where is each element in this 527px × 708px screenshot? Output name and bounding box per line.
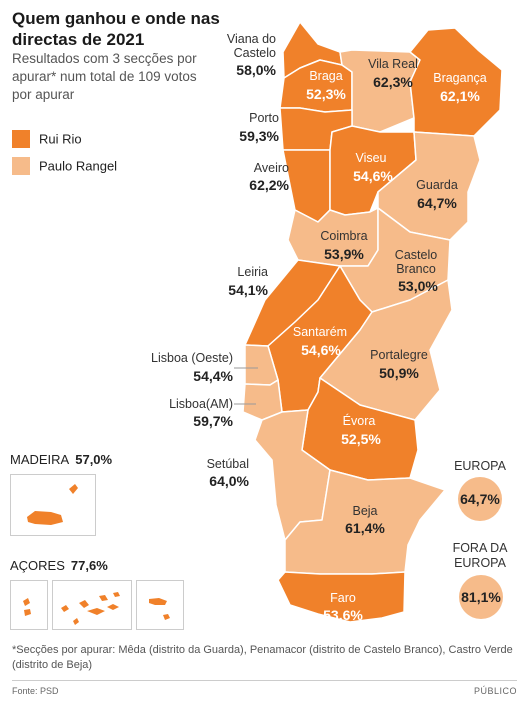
label-viseu-value: 54,6% xyxy=(353,168,393,184)
label-europa-value: 64,7% xyxy=(460,491,500,507)
legend-item-paulo-rangel: Paulo Rangel xyxy=(12,157,117,175)
madeira-value: 57,0% xyxy=(75,452,113,467)
label-guarda-value: 64,7% xyxy=(417,195,457,211)
label-vilareal-name: Vila Real xyxy=(368,57,418,71)
label-beja-value: 61,4% xyxy=(345,520,385,536)
label-setubal-value: 64,0% xyxy=(209,473,249,489)
label-fora-europa-value: 81,1% xyxy=(461,589,501,605)
acores-inset-central xyxy=(52,580,132,630)
label-leiria-name: Leiria xyxy=(237,265,268,279)
madeira-island-shape xyxy=(27,484,78,525)
label-europa-name: EUROPA xyxy=(454,459,507,473)
label-beja-name: Beja xyxy=(352,504,377,518)
district-portalegre xyxy=(319,279,453,421)
label-santarem-name: Santarém xyxy=(293,325,347,339)
label-castelobranco-value: 53,0% xyxy=(398,278,438,294)
legend-swatch-paulo-rangel xyxy=(12,157,30,175)
label-santarem-value: 54,6% xyxy=(301,342,341,358)
label-fora-europa-name-1: FORA DA xyxy=(453,541,509,555)
madeira-inset xyxy=(10,474,96,536)
acores-name: AÇORES xyxy=(10,558,65,573)
label-braganca-value: 62,1% xyxy=(440,88,480,104)
label-evora-value: 52,5% xyxy=(341,431,381,447)
acores-value: 77,6% xyxy=(70,558,108,573)
label-coimbra-value: 53,9% xyxy=(324,246,364,262)
district-faro xyxy=(277,571,406,623)
label-portalegre-name: Portalegre xyxy=(370,348,428,362)
acores-west-islands xyxy=(23,598,31,616)
label-faro-value: 53,6% xyxy=(323,607,363,623)
madeira-name: MADEIRA xyxy=(10,452,70,467)
acores-inset-west xyxy=(10,580,48,630)
legend-item-rui-rio: Rui Rio xyxy=(12,130,82,148)
label-lisboaoeste-value: 54,4% xyxy=(193,368,233,384)
madeira-title: MADEIRA 57,0% xyxy=(10,452,112,467)
label-porto-name: Porto xyxy=(249,111,279,125)
label-portalegre-value: 50,9% xyxy=(379,365,419,381)
legend-swatch-rui-rio xyxy=(12,130,30,148)
source-note: Fonte: PSD xyxy=(12,686,59,696)
acores-east-islands xyxy=(149,598,170,620)
map-subtitle: Resultados com 3 secções por apurar* num… xyxy=(12,51,197,102)
acores-title: AÇORES 77,6% xyxy=(10,558,108,573)
label-coimbra-name: Coimbra xyxy=(320,229,367,243)
label-evora-name: Évora xyxy=(343,413,376,428)
europa-circle xyxy=(458,477,502,521)
legend-label-rui-rio: Rui Rio xyxy=(39,131,82,147)
label-aveiro-value: 62,2% xyxy=(249,177,289,193)
legend-label-paulo-rangel: Paulo Rangel xyxy=(39,158,118,174)
footer-divider xyxy=(12,680,517,681)
label-viseu-name: Viseu xyxy=(355,151,386,165)
map-title: Quem ganhou e onde nas directas de 2021 xyxy=(12,9,220,49)
label-setubal-name: Setúbal xyxy=(207,457,249,471)
district-aveiro xyxy=(282,149,331,223)
acores-central-islands xyxy=(61,592,120,625)
label-viana-value: 58,0% xyxy=(236,62,276,78)
label-braga-name: Braga xyxy=(309,69,342,83)
label-leiria-value: 54,1% xyxy=(228,282,268,298)
label-vilareal-value: 62,3% xyxy=(373,74,413,90)
label-porto-value: 59,3% xyxy=(239,128,279,144)
acores-inset-east xyxy=(136,580,184,630)
label-aveiro-name: Aveiro xyxy=(254,161,289,175)
label-lisboaoeste-name: Lisboa (Oeste) xyxy=(151,351,233,365)
district-braganca xyxy=(409,27,503,137)
fora-europa-circle xyxy=(459,575,503,619)
label-fora-europa-name-2: EUROPA xyxy=(454,556,507,570)
label-lisboaam-value: 59,7% xyxy=(193,413,233,429)
brand-logo-text: PÚBLICO xyxy=(473,686,517,696)
label-braga-value: 52,3% xyxy=(306,86,346,102)
label-castelobranco-name-2: Branco xyxy=(396,262,436,276)
label-lisboaam-name: Lisboa(AM) xyxy=(169,397,233,411)
label-guarda-name: Guarda xyxy=(416,178,458,192)
footnote: *Secções por apurar: Mêda (distrito da G… xyxy=(12,644,513,671)
label-braganca-name: Bragança xyxy=(433,71,487,85)
label-castelobranco-name-1: Castelo xyxy=(395,248,437,262)
label-faro-name: Faro xyxy=(330,591,356,605)
label-viana-name-1: Viana do xyxy=(227,32,276,46)
label-viana-name-2: Castelo xyxy=(234,46,276,60)
